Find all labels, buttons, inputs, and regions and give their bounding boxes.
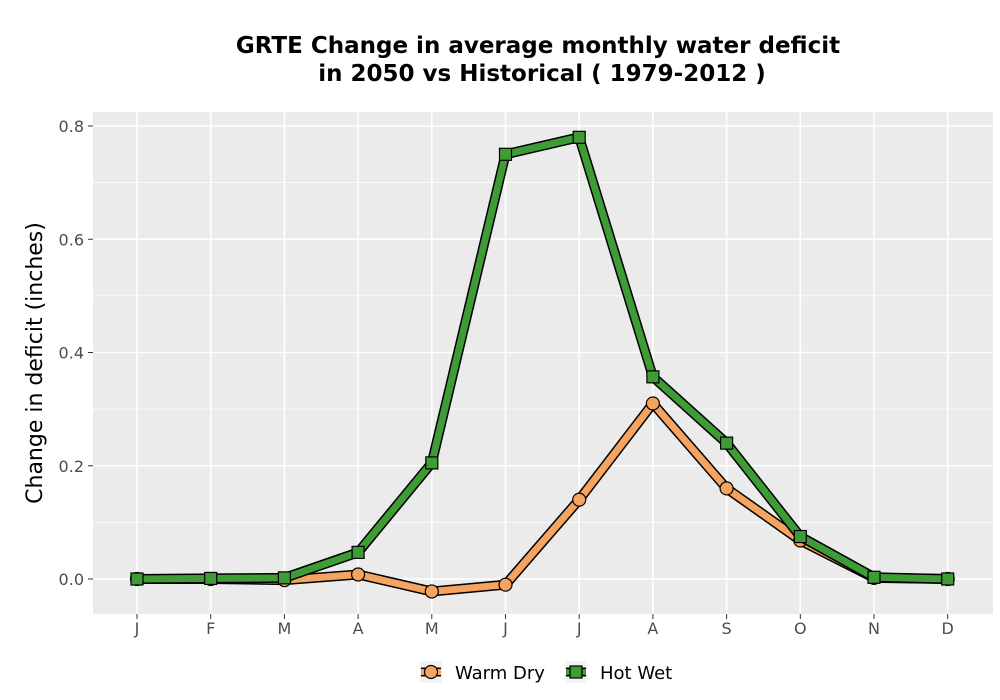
data-point — [572, 492, 587, 507]
legend-marker — [569, 665, 583, 679]
legend-item: Warm Dry — [420, 661, 545, 684]
legend: Warm Dry Hot Wet — [420, 661, 672, 684]
data-point — [277, 571, 291, 585]
data-point — [424, 584, 439, 599]
y-tick-label: 0.4 — [59, 344, 84, 363]
y-tick-label: 0.2 — [59, 457, 84, 476]
data-point — [572, 130, 586, 144]
data-point — [867, 570, 881, 584]
chart-title-line2: in 2050 vs Historical ( 1979-2012 ) — [318, 61, 765, 87]
x-tick-label: A — [647, 619, 658, 638]
series-hot-wet — [130, 130, 955, 586]
legend-marker — [423, 664, 439, 680]
y-tick-label: 0.6 — [59, 230, 84, 249]
data-point — [719, 481, 734, 496]
series-line — [133, 133, 952, 583]
y-axis: 0.0 0.2 0.4 0.6 0.8 — [59, 117, 93, 589]
y-tick-label: 0.8 — [59, 117, 84, 136]
x-tick-label: M — [277, 619, 291, 638]
series-layer — [129, 130, 955, 599]
data-point — [351, 545, 365, 559]
legend-item: Hot Wet — [565, 661, 672, 684]
x-tick-label: F — [206, 619, 215, 638]
data-point — [351, 567, 366, 582]
data-point — [941, 572, 955, 586]
x-tick-label: N — [868, 619, 880, 638]
x-tick-label: O — [794, 619, 807, 638]
data-point — [793, 529, 807, 544]
chart-title-line1: GRTE Change in average monthly water def… — [236, 33, 840, 59]
data-point — [719, 436, 734, 450]
y-tick-label: 0.0 — [59, 570, 84, 589]
data-point — [425, 456, 439, 470]
data-point — [204, 571, 218, 586]
legend-label: Warm Dry — [455, 663, 545, 684]
data-point — [498, 577, 513, 592]
x-tick-label: J — [576, 619, 582, 638]
x-tick-label: J — [502, 619, 508, 638]
plot-panel — [93, 112, 993, 614]
x-tick-label: M — [425, 619, 439, 638]
legend-label: Hot Wet — [600, 663, 672, 684]
data-point — [130, 572, 144, 586]
x-tick-label: J — [134, 619, 140, 638]
x-tick-label: A — [353, 619, 364, 638]
x-tick-label: S — [722, 619, 732, 638]
data-point — [498, 147, 513, 161]
data-point — [646, 370, 660, 384]
data-point — [645, 396, 661, 411]
y-axis-title: Change in deficit (inches) — [23, 222, 48, 504]
x-tick-label: D — [942, 619, 954, 638]
